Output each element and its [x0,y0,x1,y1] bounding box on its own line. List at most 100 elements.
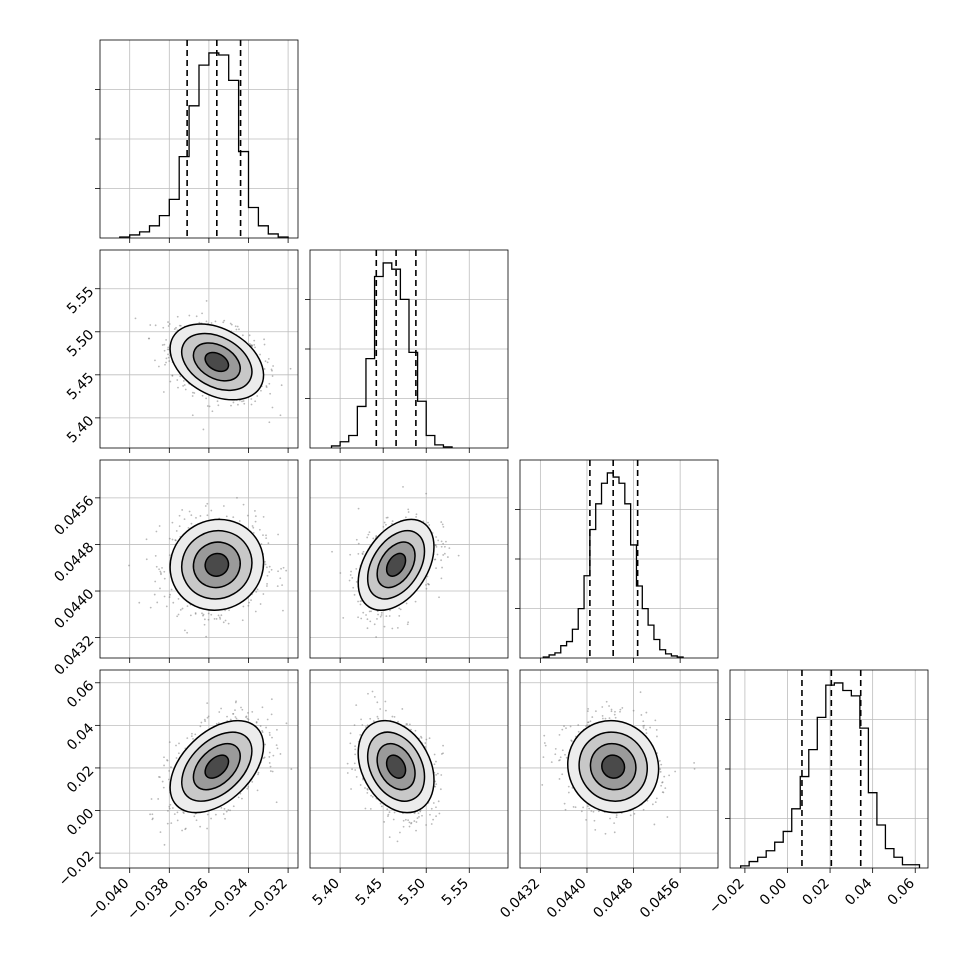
scatter-point [163,570,166,573]
scatter-point [186,631,189,634]
scatter-point [235,717,238,720]
scatter-point [367,533,370,536]
scatter-point [203,623,206,626]
scatter-point [674,770,677,773]
scatter-point [368,610,371,613]
scatter-point [201,612,203,615]
scatter-point [161,566,163,569]
scatter-point [435,815,437,818]
scatter-point [386,808,389,811]
scatter-point [435,773,438,776]
scatter-point [256,789,259,792]
scatter-point [186,737,189,740]
contour-line [357,719,435,814]
scatter-point [168,741,171,744]
scatter-point [159,587,161,590]
scatter-point [265,566,268,569]
scatter-point [205,397,208,400]
scatter-point [165,357,168,360]
scatter-point [160,572,162,574]
scatter-point [346,772,349,774]
scatter-point [407,621,410,624]
scatter-point [220,707,223,710]
scatter-point [349,742,352,745]
scatter-point [438,596,440,599]
scatter-point [207,612,210,615]
scatter-point [177,752,180,755]
density-layer [346,690,444,843]
scatter-point [201,394,204,397]
scatter-point [270,568,273,571]
scatter-point [383,821,386,823]
scatter-point [282,609,284,612]
scatter-point [426,575,429,578]
scatter-point [357,552,360,555]
scatter-point [645,728,648,731]
scatter-point [585,818,587,821]
scatter-point [572,806,575,808]
scatter-point [168,323,171,325]
scatter-point [379,615,382,618]
scatter-point [166,759,168,761]
scatter-point [380,611,383,614]
scatter-point [586,710,589,713]
scatter-point [279,753,282,755]
scatter-point [159,570,162,573]
scatter-point [224,817,226,820]
scatter-point [176,379,179,381]
scatter-point [158,568,160,571]
scatter-point [370,610,372,613]
scatter-point [211,410,214,413]
scatter-point [379,708,382,710]
x-tick-label: 5.50 [396,876,429,909]
scatter-point [379,802,382,805]
scatter-point [256,395,259,397]
scatter-point [266,574,269,577]
scatter-point [175,757,178,759]
scatter-point [264,563,267,566]
scatter-point [253,339,256,342]
scatter-point [263,368,266,370]
contour-line [376,742,416,791]
scatter-point [183,384,186,386]
scatter-point [417,812,420,815]
scatter-point [264,560,266,563]
x-tick-label: 5.45 [353,876,386,909]
scatter-point [210,322,213,324]
scatter-point [168,554,171,557]
scatter-point [564,808,567,811]
scatter-point [655,729,658,731]
scatter-point [615,814,618,817]
scatter-point [613,822,616,824]
scatter-point [425,492,428,495]
hist-panel-0 [95,39,299,243]
scatter-point [435,567,437,570]
scatter-point [570,739,573,742]
scatter-point [205,320,208,323]
scatter-point [610,710,613,713]
scatter-point [215,618,218,620]
scatter-point [218,616,221,619]
scatter-point [369,717,372,720]
scatter-point [257,773,259,776]
scatter-point [242,605,245,608]
scatter-point [608,717,611,720]
scatter-point [279,414,282,417]
scatter-point [163,595,166,598]
scatter-point [276,585,279,588]
scatter-point [241,400,243,403]
scatter-point [418,815,420,818]
scatter-point [162,391,165,393]
scatter-point [629,814,632,817]
x-tick-label: 0.00 [757,876,790,909]
scatter-point [204,720,207,722]
scatter-point [222,321,225,324]
scatter-point [171,521,174,524]
scatter-point [582,806,584,809]
scatter-point [163,349,166,352]
scatter-point [257,771,260,774]
scatter-point [391,520,394,523]
contour-line [192,742,241,791]
scatter-point [186,605,189,608]
